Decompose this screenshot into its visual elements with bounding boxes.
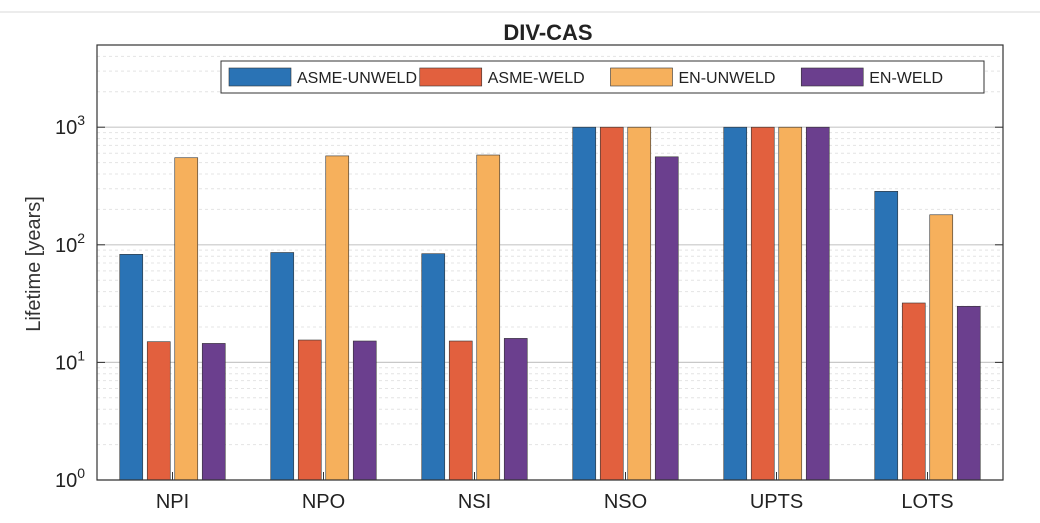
bar-asme-weld-nsi [448, 340, 473, 481]
bar-en-unweld-lots [929, 214, 954, 481]
bar-asme-weld-lots [901, 302, 926, 481]
legend-swatch-en-unweld [610, 67, 673, 87]
x-tick-label: UPTS [750, 491, 803, 513]
legend: ASME-UNWELD ASME-WELD EN-UNWELD EN-WELD [220, 60, 985, 94]
bar-en-weld-lots [956, 305, 981, 481]
x-tick-label: LOTS [901, 491, 953, 513]
bar-asme-unweld-nsi [421, 253, 446, 481]
y-tick-label: 103 [55, 112, 85, 139]
bar-en-weld-nso [654, 156, 679, 481]
bar-asme-unweld-upts [723, 126, 748, 481]
x-tick-label: NSI [458, 491, 491, 513]
legend-label-en-unweld: EN-UNWELD [679, 70, 776, 87]
bar-asme-unweld-npi [119, 254, 144, 481]
bar-en-weld-nsi [503, 338, 528, 481]
bar-en-weld-npi [201, 343, 226, 481]
y-tick-label: 100 [55, 465, 85, 492]
bar-asme-weld-npi [146, 341, 171, 481]
legend-label-en-weld: EN-WELD [869, 70, 943, 87]
bars-layer [119, 126, 981, 481]
bar-en-unweld-nso [627, 126, 652, 481]
bar-en-unweld-upts [778, 126, 803, 481]
x-tick-label: NSO [604, 491, 647, 513]
bar-en-weld-upts [805, 126, 830, 481]
chart-title: DIV-CAS [503, 20, 592, 45]
bar-asme-unweld-nso [572, 126, 597, 481]
legend-label-asme-unweld: ASME-UNWELD [297, 70, 417, 87]
bar-asme-weld-nso [599, 126, 624, 481]
legend-label-asme-weld: ASME-WELD [488, 70, 585, 87]
bar-asme-unweld-npo [270, 252, 295, 481]
legend-swatch-en-weld [800, 67, 864, 87]
axis-layer: NPI NPO NSI NSO UPTS LOTS 100 101 102 103 [55, 44, 1004, 513]
bar-asme-weld-npo [297, 339, 322, 481]
bar-asme-weld-upts [750, 126, 775, 481]
y-axis-label: Lifetime [years] [23, 196, 45, 332]
x-tick-label: NPI [156, 491, 189, 513]
y-tick-label: 102 [55, 230, 85, 257]
x-tick-label: NPO [302, 491, 345, 513]
y-tick-label: 101 [55, 347, 85, 374]
bar-en-weld-npo [352, 340, 377, 481]
bar-en-unweld-npo [325, 155, 350, 481]
bar-en-unweld-nsi [476, 154, 501, 481]
bar-asme-unweld-lots [874, 191, 899, 481]
bar-en-unweld-npi [174, 157, 199, 481]
legend-swatch-asme-unweld [228, 67, 292, 87]
plot-frame [96, 44, 1004, 481]
legend-swatch-asme-weld [419, 67, 483, 87]
